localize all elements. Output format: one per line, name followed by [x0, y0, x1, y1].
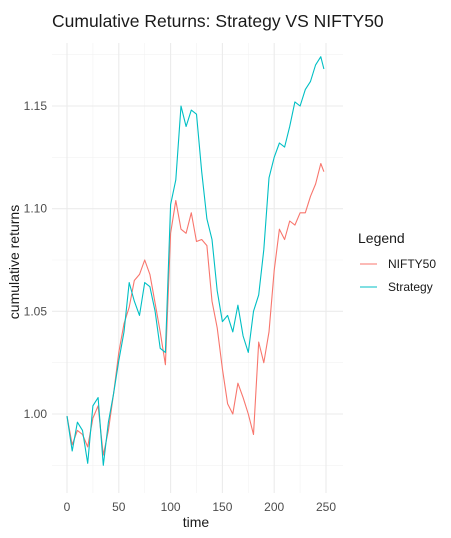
tick-layer: 0 50 100 150 200 250 1.00 1.05 1.10 1.15	[24, 99, 337, 514]
legend-label-strategy: Strategy	[388, 280, 433, 294]
series-layer	[66, 56, 325, 466]
y-tick-label: 1.05	[24, 304, 48, 318]
y-axis-label: cumulative returns	[6, 205, 22, 319]
x-tick-label: 0	[64, 500, 71, 514]
series-line-strategy	[66, 56, 325, 466]
y-tick-label: 1.15	[24, 99, 48, 113]
x-tick-label: 200	[264, 500, 284, 514]
x-tick-label: 100	[161, 500, 181, 514]
y-tick-label: 1.00	[24, 407, 48, 421]
legend-label-nifty50: NIFTY50	[388, 257, 436, 271]
x-tick-label: 150	[212, 500, 232, 514]
grid	[52, 43, 343, 493]
legend: Legend NIFTY50 Strategy	[358, 230, 436, 294]
chart-title: Cumulative Returns: Strategy VS NIFTY50	[52, 11, 384, 31]
x-axis-label: time	[183, 514, 210, 530]
series-line-nifty50	[66, 162, 325, 456]
y-tick-label: 1.10	[24, 202, 48, 216]
x-tick-label: 250	[316, 500, 336, 514]
x-tick-label: 50	[112, 500, 126, 514]
legend-title: Legend	[358, 230, 405, 246]
